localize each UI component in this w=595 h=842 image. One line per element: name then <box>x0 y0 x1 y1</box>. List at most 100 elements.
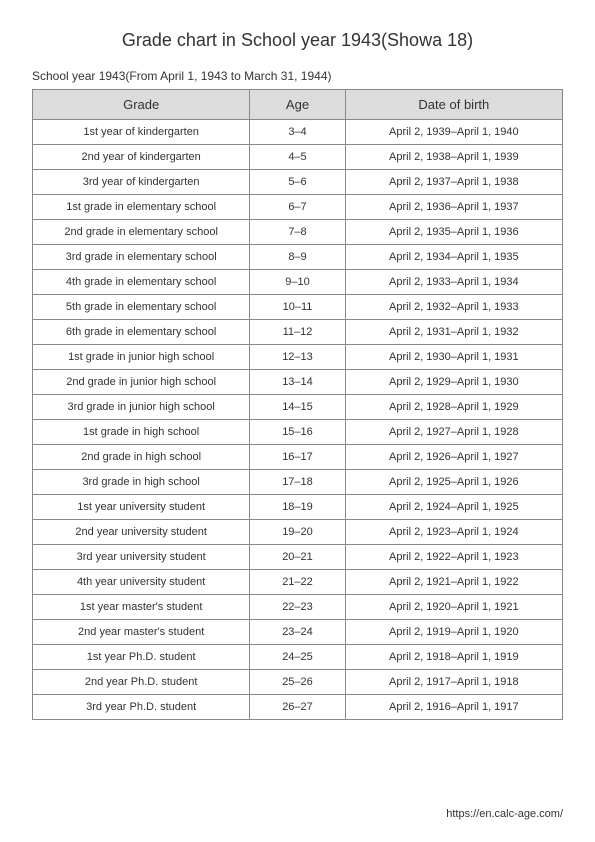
cell-dob: April 2, 1929–April 1, 1930 <box>345 370 562 395</box>
table-body: 1st year of kindergarten3–4April 2, 1939… <box>33 120 563 720</box>
cell-age: 6–7 <box>250 195 345 220</box>
col-header-dob: Date of birth <box>345 90 562 120</box>
table-row: 1st grade in high school15–16April 2, 19… <box>33 420 563 445</box>
cell-dob: April 2, 1938–April 1, 1939 <box>345 145 562 170</box>
cell-dob: April 2, 1930–April 1, 1931 <box>345 345 562 370</box>
cell-grade: 2nd year master's student <box>33 620 250 645</box>
cell-age: 13–14 <box>250 370 345 395</box>
table-row: 3rd grade in high school17–18April 2, 19… <box>33 470 563 495</box>
cell-grade: 2nd year of kindergarten <box>33 145 250 170</box>
table-row: 1st year university student18–19April 2,… <box>33 495 563 520</box>
cell-grade: 1st year university student <box>33 495 250 520</box>
table-row: 1st year master's student22–23April 2, 1… <box>33 595 563 620</box>
table-row: 2nd year Ph.D. student25–26April 2, 1917… <box>33 670 563 695</box>
table-row: 3rd year university student20–21April 2,… <box>33 545 563 570</box>
cell-dob: April 2, 1920–April 1, 1921 <box>345 595 562 620</box>
cell-grade: 3rd year Ph.D. student <box>33 695 250 720</box>
cell-grade: 2nd grade in junior high school <box>33 370 250 395</box>
cell-age: 17–18 <box>250 470 345 495</box>
cell-grade: 3rd grade in elementary school <box>33 245 250 270</box>
cell-dob: April 2, 1936–April 1, 1937 <box>345 195 562 220</box>
cell-age: 10–11 <box>250 295 345 320</box>
cell-age: 22–23 <box>250 595 345 620</box>
table-row: 1st grade in junior high school12–13Apri… <box>33 345 563 370</box>
cell-grade: 6th grade in elementary school <box>33 320 250 345</box>
table-row: 1st grade in elementary school6–7April 2… <box>33 195 563 220</box>
cell-grade: 3rd grade in high school <box>33 470 250 495</box>
cell-age: 14–15 <box>250 395 345 420</box>
col-header-age: Age <box>250 90 345 120</box>
footer-url: https://en.calc-age.com/ <box>446 808 563 820</box>
cell-dob: April 2, 1926–April 1, 1927 <box>345 445 562 470</box>
cell-grade: 2nd grade in high school <box>33 445 250 470</box>
cell-age: 23–24 <box>250 620 345 645</box>
table-row: 4th grade in elementary school9–10April … <box>33 270 563 295</box>
cell-grade: 4th year university student <box>33 570 250 595</box>
table-row: 3rd grade in junior high school14–15Apri… <box>33 395 563 420</box>
cell-grade: 1st grade in elementary school <box>33 195 250 220</box>
page-subtitle: School year 1943(From April 1, 1943 to M… <box>32 69 563 83</box>
cell-age: 20–21 <box>250 545 345 570</box>
cell-age: 25–26 <box>250 670 345 695</box>
grade-table: Grade Age Date of birth 1st year of kind… <box>32 89 563 720</box>
table-header-row: Grade Age Date of birth <box>33 90 563 120</box>
cell-grade: 3rd year of kindergarten <box>33 170 250 195</box>
cell-dob: April 2, 1919–April 1, 1920 <box>345 620 562 645</box>
cell-age: 26–27 <box>250 695 345 720</box>
cell-grade: 1st year Ph.D. student <box>33 645 250 670</box>
cell-grade: 5th grade in elementary school <box>33 295 250 320</box>
table-row: 2nd year university student19–20April 2,… <box>33 520 563 545</box>
cell-dob: April 2, 1918–April 1, 1919 <box>345 645 562 670</box>
cell-age: 11–12 <box>250 320 345 345</box>
cell-dob: April 2, 1927–April 1, 1928 <box>345 420 562 445</box>
cell-grade: 1st grade in junior high school <box>33 345 250 370</box>
table-row: 3rd year of kindergarten5–6April 2, 1937… <box>33 170 563 195</box>
cell-grade: 1st year master's student <box>33 595 250 620</box>
cell-dob: April 2, 1935–April 1, 1936 <box>345 220 562 245</box>
cell-dob: April 2, 1923–April 1, 1924 <box>345 520 562 545</box>
table-row: 2nd year master's student23–24April 2, 1… <box>33 620 563 645</box>
cell-dob: April 2, 1933–April 1, 1934 <box>345 270 562 295</box>
cell-dob: April 2, 1928–April 1, 1929 <box>345 395 562 420</box>
table-row: 2nd grade in junior high school13–14Apri… <box>33 370 563 395</box>
cell-dob: April 2, 1922–April 1, 1923 <box>345 545 562 570</box>
cell-age: 19–20 <box>250 520 345 545</box>
page-title: Grade chart in School year 1943(Showa 18… <box>32 30 563 51</box>
cell-dob: April 2, 1937–April 1, 1938 <box>345 170 562 195</box>
cell-age: 15–16 <box>250 420 345 445</box>
cell-dob: April 2, 1932–April 1, 1933 <box>345 295 562 320</box>
cell-age: 4–5 <box>250 145 345 170</box>
cell-grade: 3rd grade in junior high school <box>33 395 250 420</box>
table-row: 2nd grade in elementary school7–8April 2… <box>33 220 563 245</box>
cell-age: 9–10 <box>250 270 345 295</box>
cell-age: 3–4 <box>250 120 345 145</box>
cell-dob: April 2, 1925–April 1, 1926 <box>345 470 562 495</box>
cell-grade: 1st grade in high school <box>33 420 250 445</box>
cell-age: 12–13 <box>250 345 345 370</box>
cell-grade: 2nd year Ph.D. student <box>33 670 250 695</box>
cell-age: 24–25 <box>250 645 345 670</box>
cell-dob: April 2, 1934–April 1, 1935 <box>345 245 562 270</box>
cell-grade: 4th grade in elementary school <box>33 270 250 295</box>
cell-age: 18–19 <box>250 495 345 520</box>
col-header-grade: Grade <box>33 90 250 120</box>
cell-age: 7–8 <box>250 220 345 245</box>
table-row: 6th grade in elementary school11–12April… <box>33 320 563 345</box>
table-row: 1st year of kindergarten3–4April 2, 1939… <box>33 120 563 145</box>
table-row: 4th year university student21–22April 2,… <box>33 570 563 595</box>
cell-dob: April 2, 1921–April 1, 1922 <box>345 570 562 595</box>
table-row: 2nd grade in high school16–17April 2, 19… <box>33 445 563 470</box>
cell-dob: April 2, 1931–April 1, 1932 <box>345 320 562 345</box>
cell-age: 16–17 <box>250 445 345 470</box>
cell-grade: 2nd year university student <box>33 520 250 545</box>
cell-dob: April 2, 1924–April 1, 1925 <box>345 495 562 520</box>
cell-dob: April 2, 1939–April 1, 1940 <box>345 120 562 145</box>
cell-grade: 2nd grade in elementary school <box>33 220 250 245</box>
cell-dob: April 2, 1916–April 1, 1917 <box>345 695 562 720</box>
cell-grade: 3rd year university student <box>33 545 250 570</box>
cell-dob: April 2, 1917–April 1, 1918 <box>345 670 562 695</box>
table-row: 5th grade in elementary school10–11April… <box>33 295 563 320</box>
cell-age: 8–9 <box>250 245 345 270</box>
table-row: 1st year Ph.D. student24–25April 2, 1918… <box>33 645 563 670</box>
table-row: 3rd year Ph.D. student26–27April 2, 1916… <box>33 695 563 720</box>
